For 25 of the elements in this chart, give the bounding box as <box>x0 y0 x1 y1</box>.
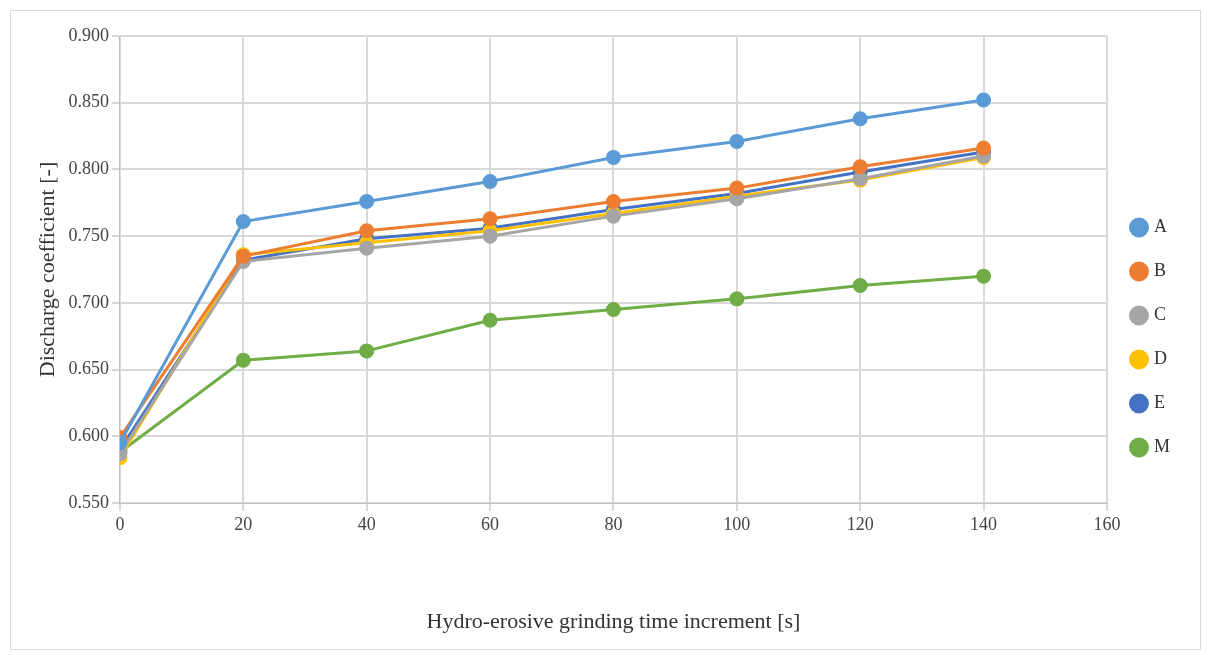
x-tick-label: 100 <box>723 513 751 534</box>
y-tick-label: 0.550 <box>68 491 109 512</box>
x-tick-label: 0 <box>115 513 125 534</box>
x-tick-label: 40 <box>357 513 376 534</box>
legend-label: D <box>1154 348 1167 369</box>
legend-label: M <box>1154 436 1171 457</box>
legend-label: C <box>1154 304 1167 325</box>
x-axis-title: Hydro-erosive grinding time increment [s] <box>426 607 801 633</box>
y-tick-label: 0.900 <box>68 24 109 45</box>
legend-label: A <box>1154 216 1167 237</box>
y-axis-title: Discharge coefficient [-] <box>33 161 59 378</box>
legend-label: E <box>1154 392 1165 413</box>
x-tick-label: 20 <box>234 513 253 534</box>
x-tick-label: 120 <box>846 513 874 534</box>
y-tick-label: 0.600 <box>68 425 109 446</box>
x-tick-label: 140 <box>970 513 998 534</box>
x-tick-label: 160 <box>1093 513 1121 534</box>
y-tick-label: 0.800 <box>68 158 109 179</box>
x-tick-label: 80 <box>604 513 623 534</box>
x-tick-label: 60 <box>481 513 500 534</box>
y-tick-label: 0.850 <box>68 91 109 112</box>
legend-label: B <box>1154 260 1167 281</box>
y-tick-label: 0.700 <box>68 291 109 312</box>
y-tick-label: 0.750 <box>68 224 109 245</box>
y-tick-label: 0.650 <box>68 358 109 379</box>
